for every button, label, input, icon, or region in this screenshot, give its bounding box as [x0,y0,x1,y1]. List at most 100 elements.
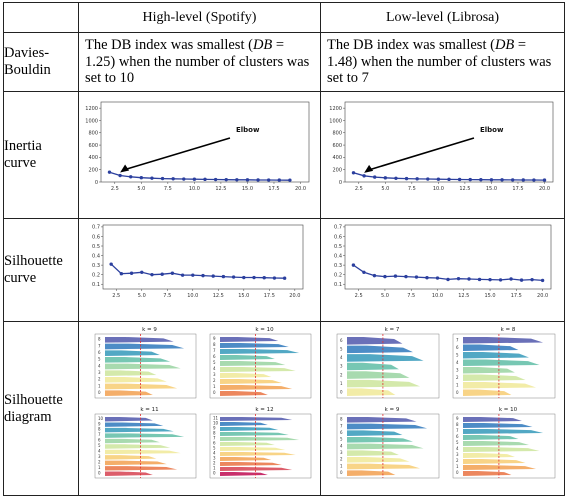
cluster-band [105,390,153,397]
cluster-band [463,465,537,471]
cluster-band [463,417,522,423]
cluster-label: 1 [213,466,216,471]
data-point [119,272,124,276]
data-point [530,277,534,282]
y-tick-label: 0.7 [334,225,342,231]
data-point [404,274,408,279]
cluster-label: 0 [213,471,216,476]
x-tick-label: 7.5 [163,293,171,299]
cluster-label: 3 [98,370,101,375]
cluster-band [347,345,413,354]
cluster-label: 5 [456,352,459,357]
x-tick-label: 12.5 [215,186,226,192]
cluster-band [463,352,529,359]
cluster-label: 2 [98,459,101,464]
cluster-band [105,417,153,422]
cluster-label: 9 [213,336,216,341]
cluster-label: 6 [213,441,216,446]
cluster-label: 2 [340,372,343,377]
x-tick-label: 15.0 [484,293,495,299]
cluster-band [220,442,275,447]
y-tick-label: 200 [88,168,98,174]
cluster-band [463,359,540,367]
cluster-band [463,459,526,465]
cluster-band [105,383,178,390]
results-table: High-level (Spotify) Low-level (Librosa)… [3,2,565,496]
cluster-band [347,463,421,470]
data-point [383,176,388,180]
plot-frame [102,224,304,290]
y-tick-label: 0.2 [92,272,100,278]
x-tick-label: 17.5 [264,293,275,299]
x-tick-label: 20.0 [289,293,300,299]
cluster-label: 3 [456,367,459,372]
data-point [160,272,164,276]
cluster-label: 6 [213,354,216,359]
y-tick-label: 0 [339,180,342,186]
cluster-band [220,432,289,437]
data-point [394,176,398,181]
cluster-band [347,443,424,450]
x-tick-label: 5.0 [138,293,146,299]
cluster-label: 10 [98,416,104,421]
data-point [509,277,513,281]
x-tick-label: 20.0 [295,186,306,192]
cluster-label: 11 [213,416,219,421]
x-tick-label: 7.5 [407,293,415,299]
cluster-band [105,438,160,444]
data-point [109,262,113,266]
cluster-label: 5 [456,440,459,445]
subplot-frame [336,333,440,399]
data-point [404,176,409,181]
y-tick-label: 0.1 [92,282,100,288]
data-point [150,176,154,180]
cluster-label: 7 [213,348,216,353]
cluster-band [220,367,296,373]
data-point [129,271,134,275]
y-tick-label: 400 [332,155,342,161]
data-point [277,178,281,182]
cluster-label: 4 [213,366,216,371]
label-silhouette-curve: Silhouette curve [4,253,63,287]
cluster-band [347,388,396,397]
data-point [436,177,441,181]
subplot-title: k = 12 [255,407,273,413]
data-point [266,178,271,182]
data-point [488,277,492,282]
cluster-band [347,437,413,443]
data-point [456,276,461,281]
cluster-label: 1 [340,463,343,468]
cluster-band [220,349,300,355]
cluster-label: 5 [340,437,343,442]
cluster-label: 7 [98,343,101,348]
data-point [426,177,430,181]
y-tick-label: 800 [332,131,342,137]
cluster-label: 3 [340,450,343,455]
cluster-band [347,430,403,437]
cluster-band [220,447,286,452]
y-tick-label: 0.3 [334,263,342,269]
data-point [213,177,218,182]
cluster-label: 6 [456,345,459,350]
cluster-band [220,417,293,422]
cluster-label: 5 [340,347,343,352]
cluster-band [220,379,282,385]
cluster-band [105,444,171,449]
cluster-band [347,354,424,362]
cluster-label: 4 [98,449,101,454]
cluster-label: 8 [456,422,459,427]
data-point [532,178,536,182]
plot-frame [344,224,552,290]
cluster-label: 5 [98,443,101,448]
data-point [150,272,154,277]
cluster-band [105,337,174,343]
y-tick-label: 1000 [85,118,98,124]
cluster-label: 8 [98,337,101,342]
data-point [542,178,547,182]
cluster-band [347,337,403,345]
data-point [201,273,205,278]
cluster-label: 3 [98,454,101,459]
y-tick-label: 1000 [329,118,342,124]
